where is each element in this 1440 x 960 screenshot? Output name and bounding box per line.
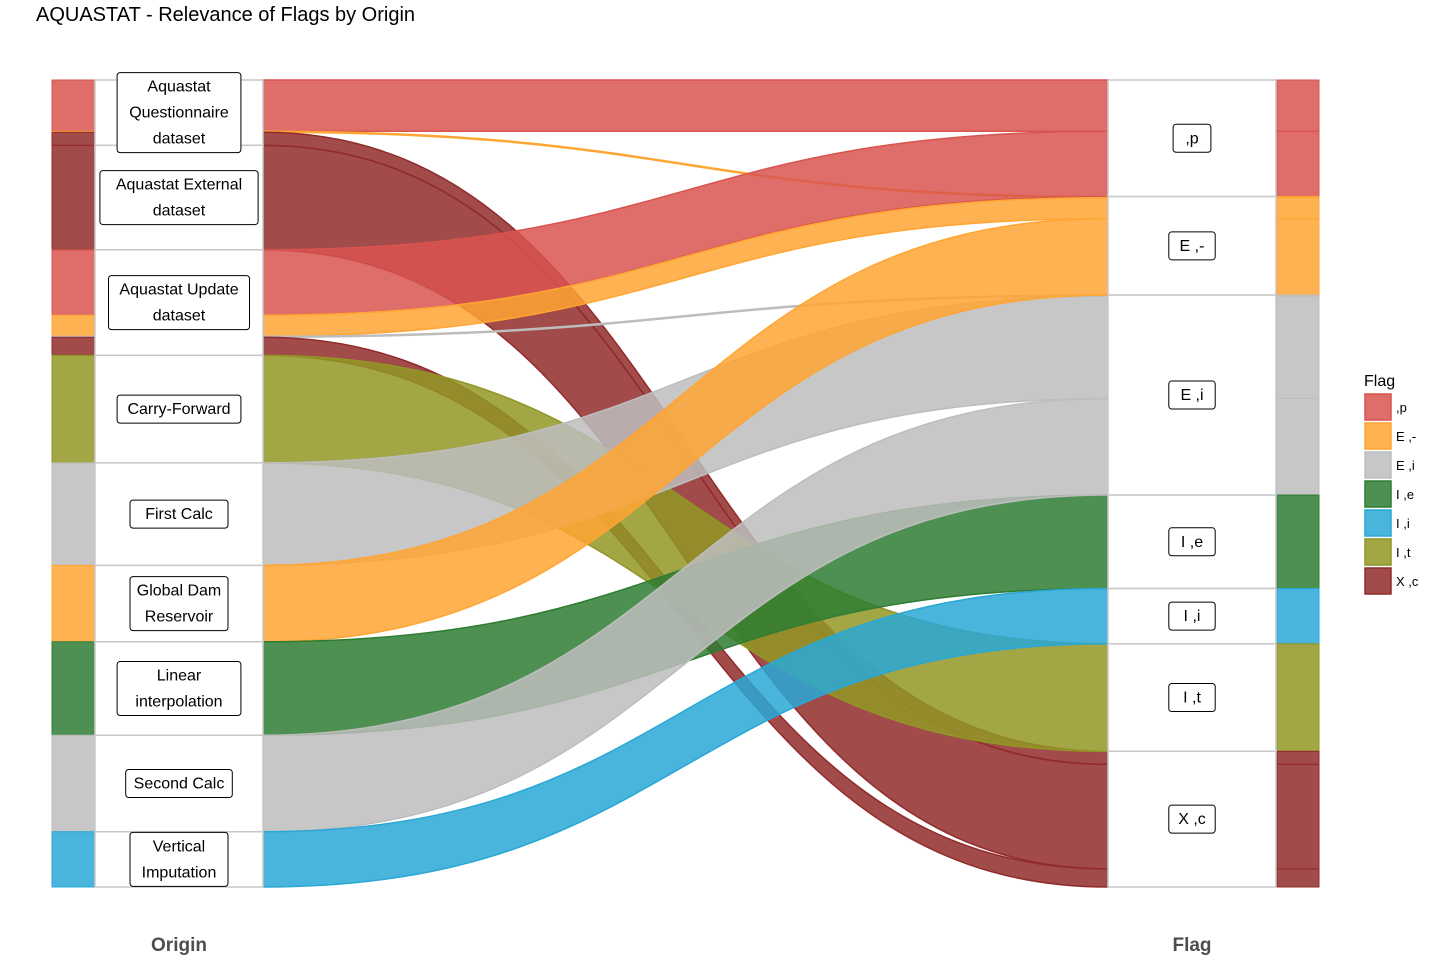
origin-aquastat-questionnaire-dataset-label: Questionnaire (129, 105, 229, 122)
origin-segment-aquastat-questionnaire-dataset-x-c (51, 131, 96, 146)
legend-label-x-c: X ,c (1396, 574, 1419, 589)
flag-segment-p-aquastat-update-dataset (1276, 130, 1320, 198)
chart-title: AQUASTAT - Relevance of Flags by Origin (36, 4, 416, 26)
origin-global-dam-reservoir-label: Global Dam (137, 583, 221, 600)
flag-i-i-label: I ,i (1184, 608, 1201, 625)
legend-swatch-i-e (1364, 480, 1392, 508)
origin-segment-global-dam-reservoir-e (51, 564, 96, 643)
legend-swatch-e (1364, 422, 1392, 450)
flag-segment-i-i-vertical-imputation (1276, 588, 1320, 645)
origin-segment-aquastat-questionnaire-dataset-p (51, 79, 96, 132)
origin-aquastat-questionnaire-dataset-label: Aquastat (147, 79, 211, 96)
flag-segment-x-c-aquastat-questionnaire-dataset (1276, 750, 1320, 765)
flows-layer (262, 79, 1109, 888)
flag-p-label-box (1172, 123, 1212, 153)
flag-segment-x-c-aquastat-external-dataset (1276, 763, 1320, 870)
origin-linear-interpolation-label-box (116, 661, 242, 717)
origin-vertical-imputation-label: Imputation (142, 864, 217, 881)
origin-second-calc-label: Second Calc (134, 775, 225, 792)
origin-segment-aquastat-update-dataset-x-c (51, 336, 96, 356)
origin-vertical-imputation-label-box (129, 831, 229, 887)
origin-aquastat-external-dataset-label: dataset (153, 203, 206, 220)
origin-aquastat-questionnaire-dataset-label-box (116, 72, 242, 154)
flag-x-c-label-box (1168, 804, 1216, 834)
legend-label-p: ,p (1396, 400, 1407, 415)
origin-aquastat-external-dataset-label: Aquastat External (116, 177, 242, 194)
origin-segment-carry-forward-i-t (51, 354, 96, 464)
origin-first-calc-label: First Calc (145, 506, 213, 523)
labels-layer: Aquastat Questionnaire dataset Aquastat Ext… (99, 72, 1216, 887)
flag-segment-e-i-first-calc (1276, 295, 1320, 400)
flag-segment-e-aquastat-update-dataset (1276, 197, 1320, 220)
origin-vertical-imputation-label: Vertical (153, 838, 205, 855)
x-axis-label-origin: Origin (151, 935, 207, 956)
legend-label-i-t: I ,t (1396, 545, 1411, 560)
legend-label-i-i: I ,i (1396, 516, 1410, 531)
origin-segment-aquastat-update-dataset-e (51, 314, 96, 337)
flag-e-label: E ,- (1180, 238, 1205, 255)
flag-i-i-label-box (1168, 601, 1216, 631)
flag-segment-e-i-second-calc (1276, 398, 1320, 496)
origin-aquastat-external-dataset-label-box (99, 170, 259, 226)
flag-p-label: ,p (1185, 130, 1198, 147)
origin-global-dam-reservoir-label-box (129, 576, 229, 632)
origin-segment-second-calc-e-i (51, 734, 96, 833)
flag-segment-i-t-carry-forward (1276, 643, 1320, 752)
legend-layer: Flag ,p E ,- E ,i I ,e I ,i I ,t X ,c (1364, 373, 1419, 595)
origin-segment-aquastat-external-dataset-x-c (51, 144, 96, 251)
flag-segment-i-e-linear-interpolation (1276, 494, 1320, 590)
flag-x-c-label: X ,c (1178, 811, 1206, 828)
origin-linear-interpolation-label: interpolation (135, 694, 222, 711)
legend-label-i-e: I ,e (1396, 487, 1414, 502)
flag-i-e-label: I ,e (1181, 534, 1203, 551)
origin-first-calc-label-box (129, 499, 229, 529)
legend-swatch-x-c (1364, 567, 1392, 595)
origin-global-dam-reservoir-label: Reservoir (145, 609, 214, 626)
legend-title: Flag (1364, 373, 1395, 390)
flag-e-i-label-box (1168, 380, 1216, 410)
legend-swatch-p (1364, 393, 1392, 421)
flow-aquastat-questionnaire-dataset-to-p (262, 79, 1109, 133)
origin-segment-vertical-imputation-i-i (51, 831, 96, 888)
flag-segment-p-aquastat-questionnaire-dataset (1276, 79, 1320, 132)
flag-i-e-label-box (1168, 527, 1216, 557)
legend-swatch-i-t (1364, 538, 1392, 566)
flag-e-i-label: E ,i (1180, 387, 1203, 404)
flag-e-label-box (1168, 231, 1216, 261)
origin-aquastat-update-dataset-label-box (108, 275, 250, 331)
legend-label-e: E ,- (1396, 429, 1416, 444)
legend-label-e-i: E ,i (1396, 458, 1415, 473)
flag-i-t-label-box (1168, 683, 1216, 713)
legend-swatch-e-i (1364, 451, 1392, 479)
origin-carry-forward-label: Carry-Forward (127, 401, 230, 418)
origin-segment-linear-interpolation-i-e (51, 641, 96, 736)
origin-aquastat-update-dataset-label: dataset (153, 308, 206, 325)
origin-aquastat-questionnaire-dataset-label: dataset (153, 131, 206, 148)
axes-layer: Origin Flag (151, 935, 1212, 956)
flag-segment-e-global-dam-reservoir (1276, 218, 1320, 296)
origin-segment-aquastat-update-dataset-p (51, 249, 96, 316)
flag-stratum-x-c (1107, 750, 1277, 888)
origin-second-calc-label-box (125, 768, 233, 798)
origin-linear-interpolation-label: Linear (157, 668, 202, 685)
origin-segment-first-calc-e-i (51, 462, 96, 566)
origin-carry-forward-label-box (116, 394, 242, 424)
origin-aquastat-update-dataset-label: Aquastat Update (119, 282, 238, 299)
legend-swatch-i-i (1364, 509, 1392, 537)
x-axis-label-flag: Flag (1172, 935, 1211, 956)
flag-segment-x-c-aquastat-update-dataset (1276, 868, 1320, 888)
flag-i-t-label: I ,t (1183, 690, 1201, 707)
